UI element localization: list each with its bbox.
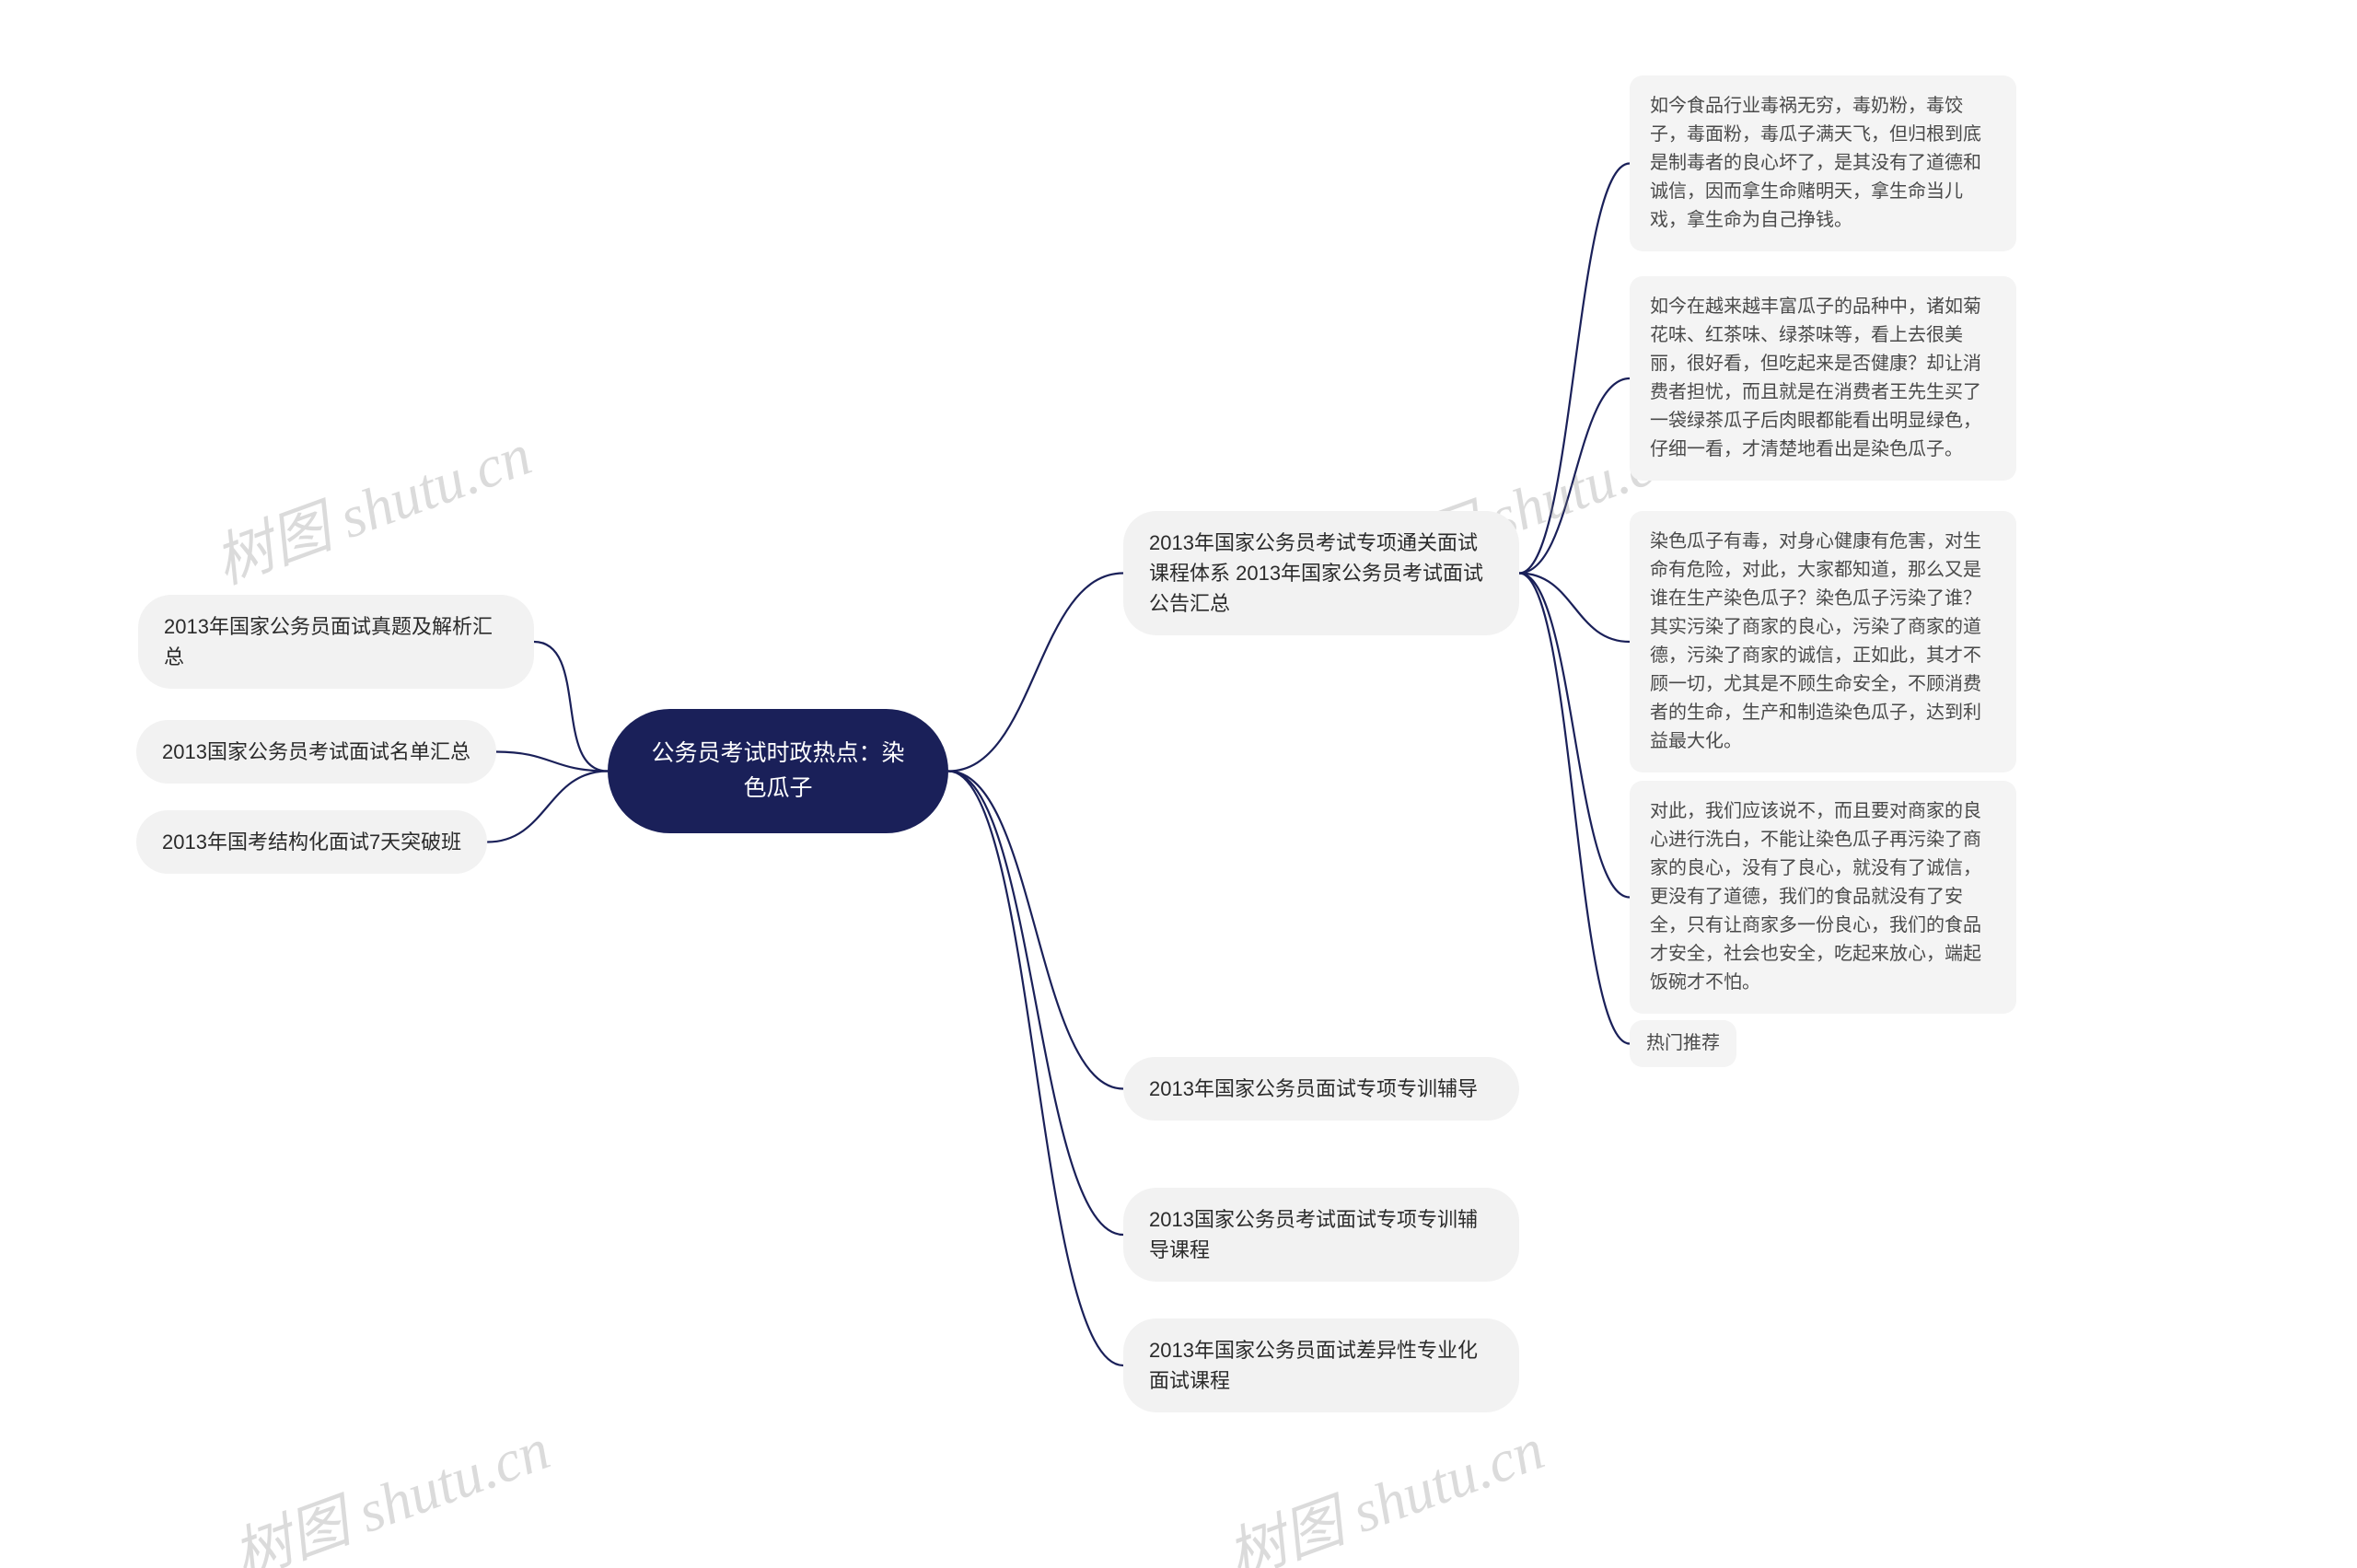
leaf-r1-4[interactable]: 对此，我们应该说不，而且要对商家的良心进行洗白，不能让染色瓜子再污染了商家的良心… xyxy=(1630,781,2016,1014)
mindmap-canvas: 树图 shutu.cn 树图 shutu.cn 树图 shutu.cn 树图 s… xyxy=(0,0,2357,1568)
leaf-r1-2[interactable]: 如今在越来越丰富瓜子的品种中，诸如菊花味、红茶味、绿茶味等，看上去很美丽，很好看… xyxy=(1630,276,2016,481)
leaf-text: 对此，我们应该说不，而且要对商家的良心进行洗白，不能让染色瓜子再污染了商家的良心… xyxy=(1650,797,1996,997)
leaf-text: 如今在越来越丰富瓜子的品种中，诸如菊花味、红茶味、绿茶味等，看上去很美丽，很好看… xyxy=(1650,293,1996,464)
center-node-label: 公务员考试时政热点：染色瓜子 xyxy=(650,737,906,806)
branch-label: 2013年国家公务员面试专项专训辅导 xyxy=(1149,1074,1478,1104)
branch-left-2[interactable]: 2013国家公务员考试面试名单汇总 xyxy=(136,720,496,784)
watermark: 树图 shutu.cn xyxy=(220,1402,560,1568)
leaf-r1-1[interactable]: 如今食品行业毒祸无穷，毒奶粉，毒饺子，毒面粉，毒瓜子满天飞，但归根到底是制毒者的… xyxy=(1630,75,2016,251)
leaf-r1-3[interactable]: 染色瓜子有毒，对身心健康有危害，对生命有危险，对此，大家都知道，那么又是谁在生产… xyxy=(1630,511,2016,772)
branch-label: 2013国家公务员考试面试名单汇总 xyxy=(162,737,470,767)
watermark: 树图 shutu.cn xyxy=(1214,1402,1554,1568)
branch-right-2[interactable]: 2013年国家公务员面试专项专训辅导 xyxy=(1123,1057,1519,1121)
branch-right-4[interactable]: 2013年国家公务员面试差异性专业化面试课程 xyxy=(1123,1318,1519,1412)
center-node[interactable]: 公务员考试时政热点：染色瓜子 xyxy=(608,709,948,833)
branch-label: 2013年国家公务员考试专项通关面试课程体系 2013年国家公务员考试面试公告汇… xyxy=(1149,528,1493,619)
branch-right-3[interactable]: 2013国家公务员考试面试专项专训辅导课程 xyxy=(1123,1188,1519,1282)
branch-left-1[interactable]: 2013年国家公务员面试真题及解析汇总 xyxy=(138,595,534,689)
branch-left-3[interactable]: 2013年国考结构化面试7天突破班 xyxy=(136,810,487,874)
leaf-text: 染色瓜子有毒，对身心健康有危害，对生命有危险，对此，大家都知道，那么又是谁在生产… xyxy=(1650,528,1996,756)
leaf-text: 热门推荐 xyxy=(1646,1029,1720,1058)
branch-label: 2013年国家公务员面试真题及解析汇总 xyxy=(164,611,508,672)
branch-right-1[interactable]: 2013年国家公务员考试专项通关面试课程体系 2013年国家公务员考试面试公告汇… xyxy=(1123,511,1519,635)
branch-label: 2013年国家公务员面试差异性专业化面试课程 xyxy=(1149,1335,1493,1396)
leaf-text: 如今食品行业毒祸无穷，毒奶粉，毒饺子，毒面粉，毒瓜子满天飞，但归根到底是制毒者的… xyxy=(1650,92,1996,235)
leaf-r1-5[interactable]: 热门推荐 xyxy=(1630,1020,1736,1067)
branch-label: 2013国家公务员考试面试专项专训辅导课程 xyxy=(1149,1204,1493,1265)
watermark: 树图 shutu.cn xyxy=(202,408,541,600)
branch-label: 2013年国考结构化面试7天突破班 xyxy=(162,827,461,857)
